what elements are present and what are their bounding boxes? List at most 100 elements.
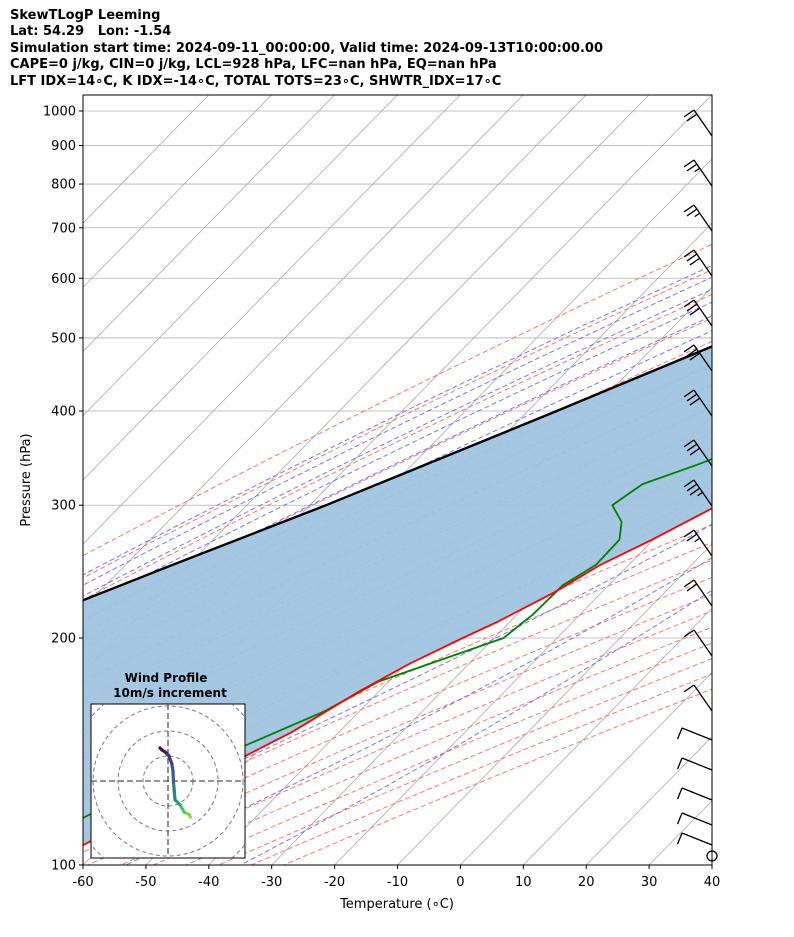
moist-adiabat: [83, 301, 712, 609]
wind-barb-shaft: [681, 757, 713, 771]
wind-barb-flag: [686, 253, 698, 262]
wind-barb-flag: [676, 787, 683, 800]
y-tick-label: 200: [51, 632, 76, 647]
wind-barb-flag: [683, 109, 695, 118]
y-tick-label: 100: [51, 859, 76, 874]
y-tick-label: 600: [51, 272, 76, 287]
wind-barb-flag: [694, 212, 701, 218]
isotherm-line: [83, 95, 398, 417]
y-tick-label: 700: [51, 221, 76, 236]
wind-barb-shaft: [681, 787, 713, 801]
y-tick-label: 1000: [43, 104, 76, 119]
isotherm-line: [83, 95, 335, 353]
dry-adiabat: [83, 293, 712, 601]
isotherm-line: [83, 95, 272, 288]
wind-barb-shaft: [681, 727, 713, 741]
isotherm-line: [523, 671, 712, 865]
wind-barb-flag: [689, 447, 701, 456]
wind-barb-flag: [689, 307, 701, 316]
wind-barb-shaft: [693, 629, 713, 657]
dry-adiabat: [83, 243, 712, 557]
wind-barb-flag: [694, 537, 701, 543]
wind-barb-shaft: [681, 812, 713, 826]
hodograph-inset: Wind Profile 10m/s increment: [90, 671, 246, 859]
title-line-location: Lat: 54.29 Lon: -1.54: [10, 24, 172, 40]
y-axis: 100 200 300 400 500 600 700 800 900 1000: [43, 104, 83, 874]
wind-barb-flag: [694, 167, 701, 173]
wind-barb-shaft: [681, 832, 713, 846]
wind-barb-flag: [689, 487, 701, 496]
title-line-cape: CAPE=0 j/kg, CIN=0 j/kg, LCL=928 hPa, LF…: [10, 57, 497, 73]
wind-barb-shaft: [693, 204, 713, 232]
wind-barb-flag: [683, 629, 695, 638]
wind-barb-shaft: [693, 299, 713, 327]
temperature-profile-line: [83, 507, 712, 847]
wind-barb-flag: [689, 397, 701, 406]
isotherm-line: [83, 95, 524, 545]
wind-barb-flag: [686, 443, 698, 452]
x-tick-label: -10: [387, 875, 408, 890]
title-line-station: SkewTLogP Leeming: [10, 8, 161, 23]
x-tick-label: -30: [261, 875, 282, 890]
wind-barb-flag: [683, 159, 695, 168]
x-tick-label: -40: [198, 875, 219, 890]
wind-barb-flag: [676, 757, 683, 770]
wind-barb-flag: [676, 832, 683, 845]
wind-barb-shaft: [693, 159, 713, 187]
y-tick-label: 300: [51, 499, 76, 514]
isotherm-line: [83, 95, 587, 609]
wind-barb-flag: [683, 579, 695, 588]
isotherm-line: [83, 95, 461, 481]
x-tick-label: 0: [456, 875, 464, 890]
wind-barb-flag: [686, 483, 698, 492]
wind-barb-flag: [686, 348, 698, 357]
wind-barb-flag: [697, 491, 703, 497]
isotherm-line: [460, 607, 712, 865]
hodograph-segment: [158, 746, 164, 752]
title-line-times: Simulation start time: 2024-09-11_00:00:…: [10, 40, 603, 56]
wind-barb-flag: [686, 533, 698, 542]
wind-barb-flag: [676, 812, 683, 825]
x-tick-label: 40: [704, 875, 721, 890]
wind-barbs: [676, 109, 718, 862]
wind-barb-flag: [686, 393, 698, 402]
dewpoint-profile-line: [83, 458, 712, 819]
hodograph-subtitle: 10m/s increment: [113, 686, 227, 700]
hodograph-segment: [171, 769, 176, 784]
x-tick-label: 20: [578, 875, 595, 890]
wind-barb-flag: [686, 303, 698, 312]
wind-barb-flag: [686, 583, 698, 592]
wind-barb-flag: [683, 389, 695, 398]
y-axis-label: Pressure (hPa): [19, 433, 34, 526]
wind-barb-shaft: [693, 249, 713, 277]
dry-adiabat: [83, 269, 712, 579]
wind-barb-flag: [686, 208, 698, 217]
wind-barb-flag: [683, 204, 695, 213]
wind-barb-flag: [683, 529, 695, 538]
moist-adiabat: [83, 288, 712, 597]
wind-barb-flag: [683, 439, 695, 448]
wind-barb-flag: [683, 479, 695, 488]
isotherm-line: [711, 864, 712, 865]
y-tick-label: 900: [51, 139, 76, 154]
wind-barb-flag: [689, 257, 701, 266]
x-tick-label: 10: [515, 875, 532, 890]
wind-barb-flag: [683, 299, 695, 308]
moist-adiabat: [83, 276, 712, 586]
dry-adiabat: [83, 542, 712, 822]
isotherm-line: [397, 543, 712, 865]
wind-barb-flag: [676, 727, 683, 740]
x-tick-label: -50: [135, 875, 156, 890]
y-tick-label: 400: [51, 405, 76, 420]
x-axis: -60 -50 -40 -30 -20 -10 0 10 20 30 40: [72, 865, 720, 890]
wind-barb-flag: [686, 163, 698, 172]
hodograph-title: Wind Profile: [125, 671, 208, 685]
y-tick-label: 800: [51, 178, 76, 193]
isotherm-line: [83, 95, 650, 674]
y-tick-label: 500: [51, 331, 76, 346]
x-axis-label: Temperature (∘C): [339, 897, 454, 912]
wind-barb-flag: [683, 684, 695, 693]
mixing-ratio-line: [744, 95, 794, 278]
wind-barb-flag: [689, 352, 701, 361]
